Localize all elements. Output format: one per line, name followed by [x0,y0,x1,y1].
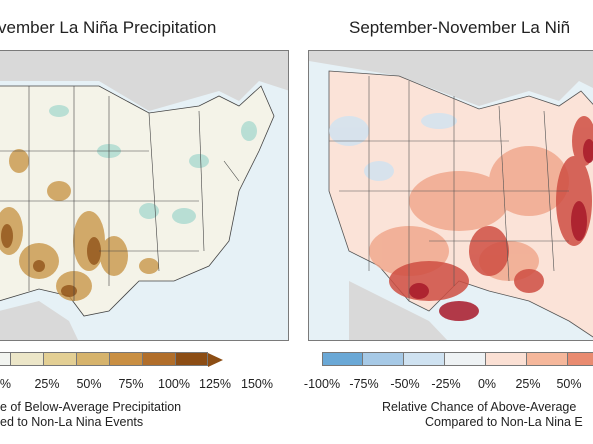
right-colorbar-swatch [403,352,444,366]
left-tick: 50% [76,377,102,391]
right-tick: -75% [349,377,379,391]
left-tick: 150% [241,377,273,391]
right-tick: 50% [556,377,582,391]
right-tick: -50% [390,377,420,391]
left-colorbar-swatch [76,352,109,366]
right-caption-line2: Compared to Non-La Nina E [425,415,583,429]
left-tick: 0% [0,377,12,391]
left-precipitation-map [0,50,289,341]
left-colorbar-swatch [175,352,208,366]
left-colorbar-swatch [0,352,10,366]
left-caption-line1: e of Below-Average Precipitation [0,400,182,414]
right-tick: -100% [303,377,341,391]
left-colorbar-arrow [208,353,223,367]
right-colorbar-swatch [526,352,567,366]
left-map-graphic [0,51,288,340]
left-colorbar-swatch [142,352,175,366]
left-colorbar [0,352,224,368]
right-colorbar-swatch [322,352,362,366]
right-map-graphic [309,51,593,340]
left-caption-line2: ed to Non-La Nina Events [0,415,144,429]
left-tick: 125% [199,377,231,391]
right-map-title: September-November La Niñ [349,18,571,37]
right-tick: 25% [515,377,541,391]
right-colorbar-swatch [567,352,593,366]
right-colorbar-swatch [485,352,526,366]
right-colorbar-swatch [444,352,485,366]
right-colorbar-swatch [362,352,403,366]
right-precipitation-map [308,50,593,341]
left-map-title: vember La Niña Precipitation [0,18,217,37]
left-colorbar-swatch [109,352,142,366]
right-tick: 0% [477,377,497,391]
right-tick: -25% [431,377,461,391]
left-colorbar-swatch [43,352,76,366]
left-tick: 75% [118,377,144,391]
right-colorbar [322,352,593,368]
right-caption-line1: Relative Chance of Above-Average [382,400,577,414]
left-colorbar-swatch [10,352,43,366]
left-tick: 25% [34,377,60,391]
left-tick: 100% [158,377,190,391]
